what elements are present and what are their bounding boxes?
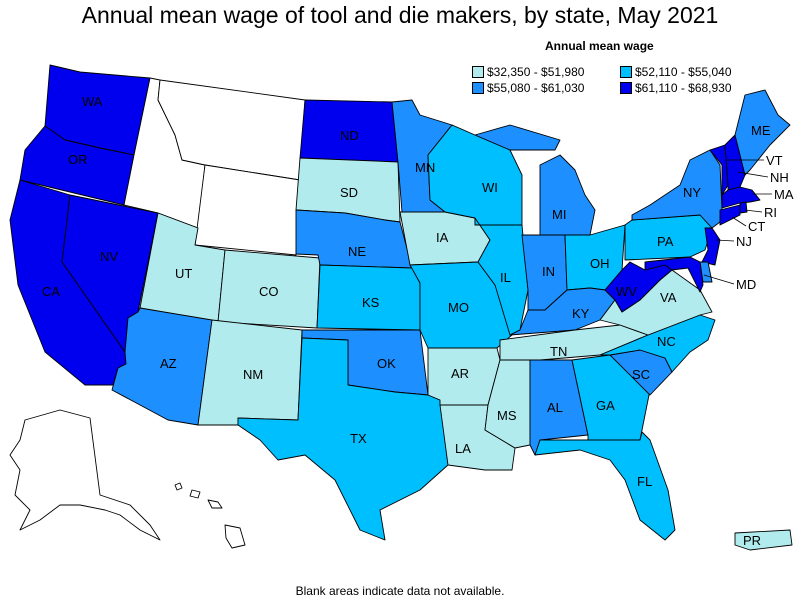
- legend-swatch-bin-0: [472, 66, 484, 78]
- label-MD: MD: [736, 277, 756, 292]
- footnote: Blank areas indicate data not available.: [295, 584, 505, 598]
- label-PR: PR: [743, 533, 761, 548]
- state-CT[interactable]: [719, 204, 741, 226]
- leader-NJ: [715, 239, 735, 242]
- label-IN: IN: [542, 264, 555, 279]
- label-NC: NC: [657, 334, 676, 349]
- label-VA: VA: [660, 290, 677, 305]
- label-AL: AL: [547, 400, 563, 415]
- label-ME: ME: [751, 123, 771, 138]
- label-NV: NV: [100, 249, 118, 264]
- leader-NH: [737, 171, 769, 178]
- state-HI-2[interactable]: [189, 489, 201, 499]
- label-SD: SD: [340, 185, 358, 200]
- label-WA: WA: [82, 94, 103, 109]
- label-KS: KS: [362, 295, 380, 310]
- label-SC: SC: [632, 367, 650, 382]
- legend-title: Annual mean wage: [545, 39, 654, 53]
- label-GA: GA: [596, 398, 615, 413]
- label-CA: CA: [42, 284, 60, 299]
- label-AR: AR: [451, 366, 469, 381]
- label-CT: CT: [748, 219, 765, 234]
- legend-item-bin-1: $52,110 - $55,040: [620, 66, 732, 80]
- label-CO: CO: [259, 284, 279, 299]
- label-MO: MO: [448, 300, 469, 315]
- leader-MD: [703, 274, 735, 285]
- label-PA: PA: [657, 234, 674, 249]
- label-OK: OK: [377, 356, 396, 371]
- label-MI: MI: [552, 207, 566, 222]
- legend-label-bin-0: $32,350 - $51,980: [487, 65, 585, 79]
- legend-label-bin-3: $61,110 - $68,930: [635, 81, 732, 95]
- label-MA: MA: [774, 187, 794, 202]
- label-MS: MS: [497, 408, 517, 423]
- label-IL: IL: [500, 270, 511, 285]
- label-KY: KY: [572, 306, 590, 321]
- label-LA: LA: [455, 441, 471, 456]
- state-HI-4[interactable]: [224, 524, 246, 549]
- label-TX: TX: [350, 431, 367, 446]
- callouts: [703, 159, 772, 285]
- label-WI: WI: [482, 180, 498, 195]
- label-FL: FL: [637, 474, 652, 489]
- leader-CT: [731, 216, 747, 227]
- state-KY[interactable]: [509, 287, 616, 336]
- label-RI: RI: [764, 205, 777, 220]
- legend-item-bin-3: $61,110 - $68,930: [620, 82, 732, 96]
- state-MA[interactable]: [721, 186, 761, 209]
- label-NM: NM: [243, 367, 263, 382]
- label-WV: WV: [616, 284, 637, 299]
- label-NJ: NJ: [736, 234, 752, 249]
- legend-swatch-bin-2: [472, 82, 484, 94]
- state-MD[interactable]: [644, 256, 704, 293]
- label-ND: ND: [340, 128, 359, 143]
- label-AZ: AZ: [160, 356, 177, 371]
- legend-label-bin-2: $55,080 - $61,030: [487, 81, 585, 95]
- map-title: Annual mean wage of tool and die makers,…: [81, 2, 719, 28]
- label-IA: IA: [436, 230, 449, 245]
- state-NY[interactable]: [631, 149, 723, 229]
- legend-item-bin-2: $55,080 - $61,030: [472, 82, 584, 96]
- legend-label-bin-1: $52,110 - $55,040: [635, 65, 732, 79]
- leader-RI: [744, 209, 763, 213]
- state-VT[interactable]: [709, 144, 729, 196]
- state-NJ[interactable]: [701, 227, 721, 266]
- label-UT: UT: [175, 266, 192, 281]
- state-RI[interactable]: [739, 201, 748, 214]
- label-OH: OH: [590, 256, 610, 271]
- state-WY[interactable]: [194, 164, 301, 256]
- label-VT: VT: [766, 153, 783, 168]
- legend-item-bin-0: $32,350 - $51,980: [472, 66, 584, 80]
- legend-swatch-bin-1: [620, 66, 632, 78]
- state-FL[interactable]: [534, 431, 676, 541]
- state-HI-3[interactable]: [207, 499, 223, 509]
- label-NE: NE: [348, 244, 366, 259]
- state-HI-1[interactable]: [174, 482, 183, 491]
- label-NY: NY: [683, 185, 701, 200]
- state-AK[interactable]: [9, 409, 161, 541]
- label-NH: NH: [770, 170, 789, 185]
- legend-swatch-bin-3: [620, 82, 632, 94]
- label-TN: TN: [550, 344, 567, 359]
- label-MN: MN: [415, 160, 435, 175]
- label-OR: OR: [68, 152, 88, 167]
- state-PR[interactable]: [734, 529, 793, 551]
